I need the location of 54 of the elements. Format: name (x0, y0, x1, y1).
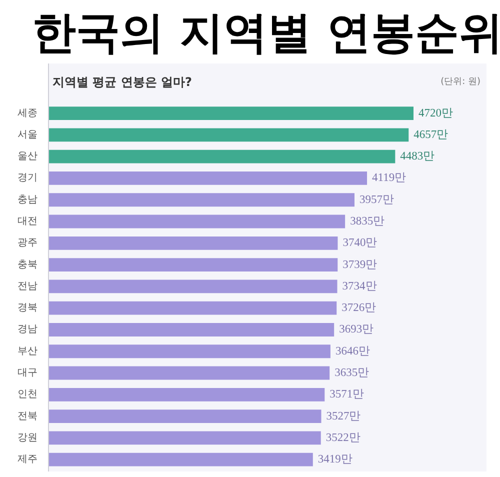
bar (48, 366, 330, 380)
y-tick-label: 충북 (18, 259, 38, 270)
bar (48, 214, 346, 228)
data-label: 3419만 (318, 454, 353, 466)
y-tick-label: 제주 (18, 454, 38, 466)
bar (48, 323, 334, 336)
y-tick-label: 대전 (18, 216, 38, 228)
data-label: 3635만 (334, 367, 370, 380)
data-label: 3734만 (342, 280, 378, 292)
y-tick-label: 울산 (18, 151, 38, 162)
bar (48, 301, 337, 315)
data-label: 3646만 (335, 345, 370, 358)
data-label: 3693만 (339, 324, 374, 336)
y-tick-label: 경남 (18, 324, 38, 336)
bar (48, 452, 313, 466)
data-label: 4483만 (400, 150, 436, 163)
bar (48, 280, 338, 294)
chart-title: 한국의 지역별 연봉순위 (32, 8, 500, 58)
data-label: 3740만 (342, 237, 378, 250)
y-tick-label: 인천 (18, 389, 38, 400)
y-tick-label: 경기 (18, 172, 38, 184)
data-label: 3739만 (342, 258, 378, 271)
y-tick-label: 대구 (18, 368, 38, 379)
y-tick-label: 세종 (18, 108, 38, 119)
y-tick-label: 서울 (18, 129, 38, 140)
y-tick-label: 충남 (18, 194, 38, 206)
y-tick-label: 경북 (18, 302, 38, 314)
bar (48, 128, 409, 142)
data-label: 3726만 (342, 302, 377, 314)
bar (48, 344, 330, 358)
y-tick-label: 강원 (18, 432, 38, 444)
bar (48, 431, 321, 445)
bar (48, 236, 338, 250)
data-label: 4657만 (414, 128, 449, 141)
bar (48, 172, 368, 185)
data-label: 3527만 (326, 410, 362, 422)
data-label: 3522만 (326, 432, 361, 444)
data-label: 3957만 (359, 194, 394, 206)
bar (48, 150, 396, 164)
bar (48, 106, 414, 120)
text: (단위: 원) (440, 76, 481, 87)
data-label: 4119만 (372, 172, 407, 184)
data-label: 3835만 (350, 216, 386, 228)
y-tick-label: 전북 (18, 410, 38, 422)
data-label: 4720만 (418, 107, 454, 120)
data-label: 3571만 (330, 388, 365, 401)
bar (48, 193, 354, 207)
bar (48, 410, 322, 424)
y-tick-label: 전남 (18, 280, 38, 292)
bar (48, 388, 325, 402)
chart-subtitle: 지역별 평균 연봉은 얼마? (52, 74, 192, 89)
bar (48, 258, 338, 272)
y-tick-label: 부산 (18, 346, 38, 357)
y-tick-label: 광주 (18, 238, 38, 249)
